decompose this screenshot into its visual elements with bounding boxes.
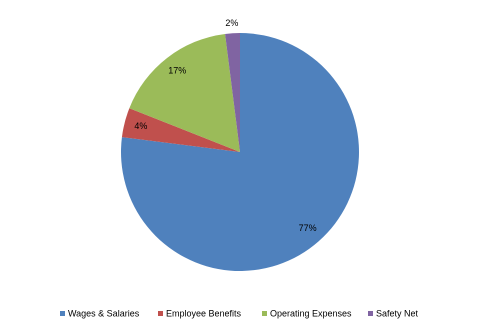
legend-label: Wages & Salaries <box>68 308 140 318</box>
legend-label: Employee Benefits <box>166 308 242 318</box>
pie-slice <box>225 33 240 152</box>
data-label: 77% <box>299 223 317 233</box>
data-label: 17% <box>168 66 186 76</box>
legend-marker <box>368 311 373 316</box>
pie-slice <box>121 108 240 152</box>
legend-marker <box>60 311 65 316</box>
data-label: 4% <box>134 121 147 131</box>
pie-slice <box>129 33 240 152</box>
data-label: 2% <box>225 18 238 28</box>
legend-label: Safety Net <box>376 308 419 318</box>
legend-label: Operating Expenses <box>270 308 352 318</box>
legend-marker <box>262 311 267 316</box>
legend-marker <box>158 311 163 316</box>
pie-slice <box>121 33 360 271</box>
